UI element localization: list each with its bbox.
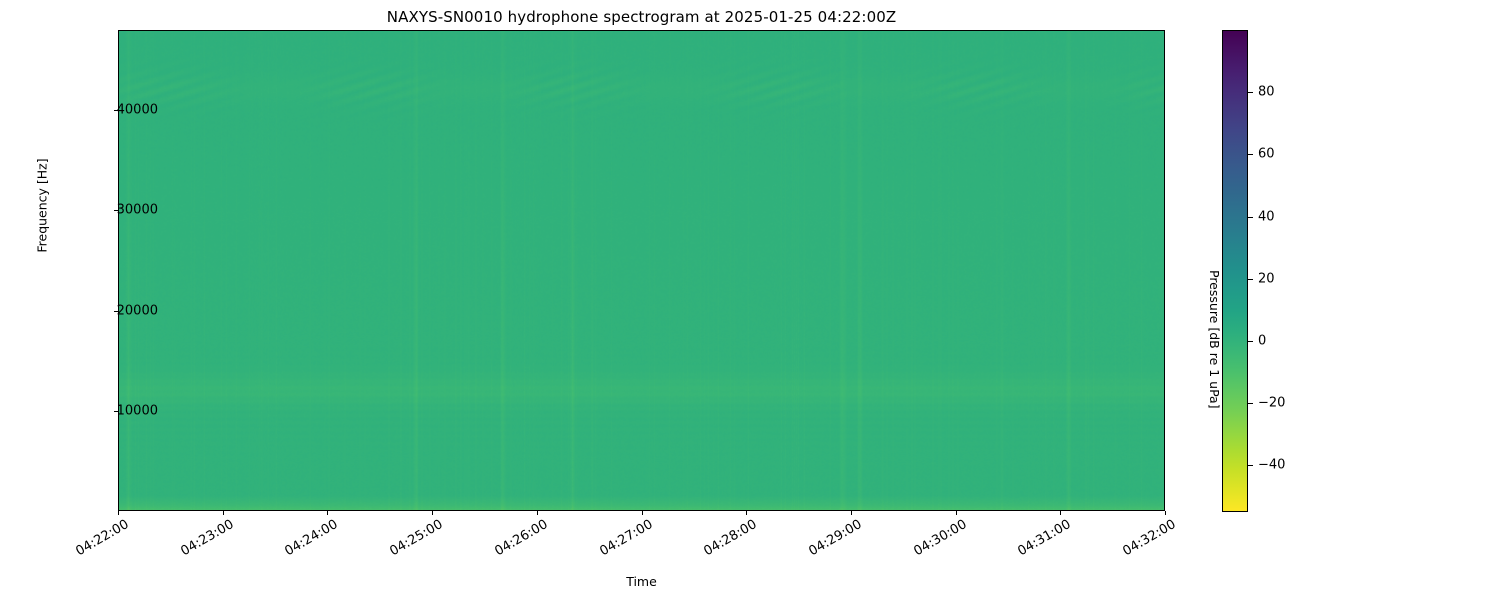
x-tick-mark — [955, 511, 957, 515]
x-tick-mark — [118, 511, 120, 515]
y-tick-label: 40000 — [116, 102, 158, 118]
x-tick-label: 04:22:00 — [73, 517, 132, 560]
y-tick-label: 20000 — [116, 303, 158, 319]
x-tick-label: 04:27:00 — [596, 517, 655, 560]
colorbar-tick-mark — [1248, 92, 1253, 94]
x-tick-label: 04:28:00 — [701, 517, 760, 560]
x-tick-label: 04:26:00 — [492, 517, 551, 560]
x-tick-mark — [222, 511, 224, 515]
x-tick-mark — [536, 511, 538, 515]
x-tick-mark — [1165, 511, 1167, 515]
y-tick-mark — [114, 410, 118, 412]
x-tick-mark — [850, 511, 852, 515]
x-axis-label: Time — [626, 574, 657, 589]
chart-title: NAXYS-SN0010 hydrophone spectrogram at 2… — [386, 8, 897, 26]
colorbar-label: Pressure [dB re 1 uPa] — [1207, 270, 1222, 409]
x-tick-mark — [327, 511, 329, 515]
spectrogram-plot-area — [118, 30, 1165, 511]
y-tick-label: 30000 — [116, 202, 158, 218]
colorbar-tick-mark — [1248, 465, 1253, 467]
y-tick-mark — [114, 110, 118, 112]
colorbar-tick-mark — [1248, 216, 1253, 218]
colorbar-tick-label: 20 — [1258, 271, 1275, 287]
colorbar-tick-mark — [1248, 403, 1253, 405]
y-tick-mark — [114, 210, 118, 212]
colorbar-tick-mark — [1248, 278, 1253, 280]
x-tick-mark — [432, 511, 434, 515]
x-tick-label: 04:31:00 — [1015, 517, 1074, 560]
x-tick-label: 04:32:00 — [1120, 517, 1179, 560]
x-tick-label: 04:24:00 — [282, 517, 341, 560]
colorbar — [1222, 30, 1248, 512]
x-tick-label: 04:30:00 — [911, 517, 970, 560]
spectrogram-image — [119, 31, 1164, 510]
colorbar-tick-mark — [1248, 340, 1253, 343]
x-tick-mark — [1060, 511, 1062, 515]
colorbar-tick-label: −20 — [1258, 395, 1286, 411]
x-tick-label: 04:29:00 — [806, 517, 865, 560]
x-tick-label: 04:25:00 — [387, 517, 446, 560]
x-tick-mark — [641, 511, 643, 515]
y-tick-label: 10000 — [116, 403, 158, 419]
colorbar-gradient — [1223, 31, 1247, 511]
y-tick-mark — [114, 310, 118, 312]
x-tick-label: 04:23:00 — [178, 517, 237, 560]
colorbar-tick-label: 60 — [1258, 146, 1275, 162]
colorbar-tick-label: 80 — [1258, 84, 1275, 100]
colorbar-tick-label: 40 — [1258, 209, 1275, 225]
colorbar-tick-mark — [1248, 154, 1253, 156]
colorbar-tick-label: −40 — [1258, 457, 1286, 473]
x-tick-mark — [746, 511, 748, 515]
colorbar-tick-label: 0 — [1258, 333, 1267, 349]
